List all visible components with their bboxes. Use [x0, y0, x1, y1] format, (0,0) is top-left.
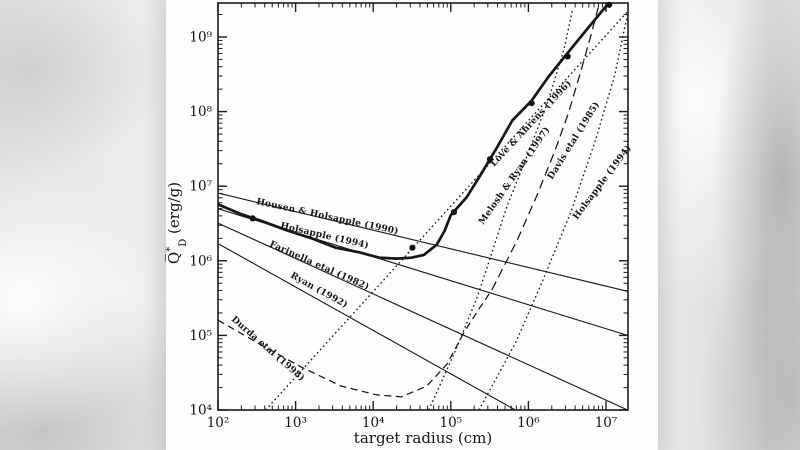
y-tick-label: 10⁷ — [189, 179, 212, 195]
curve-main-thick-curve — [218, 3, 611, 260]
scatter-point — [606, 1, 613, 8]
curve-housen-holsapple-1990 — [218, 192, 628, 292]
x-tick-label: 10⁴ — [362, 415, 385, 431]
scatter-point — [528, 100, 535, 107]
x-tick-label: 10⁵ — [440, 415, 463, 431]
curve-farinella-1982 — [218, 222, 628, 410]
x-tick-label: 10⁷ — [595, 415, 618, 431]
tick-labels: 10² 10³ 10⁴ 10⁵ 10⁶ 10⁷ 10⁴ 10⁵ 10⁶ 10⁷ 10⁸ 10⁹ — [189, 30, 617, 432]
figure-page — [166, 0, 658, 450]
curve-davis-1985 — [428, 9, 574, 410]
scatter-point — [564, 53, 571, 60]
data-points — [249, 1, 613, 251]
x-axis-title: target radius (cm) — [354, 429, 492, 447]
x-tick-label: 10² — [207, 415, 230, 431]
curve-label-durda-1998: Durda etal (1998) — [229, 314, 307, 384]
curve-durda-1998 — [218, 289, 493, 398]
x-tick-label: 10⁶ — [517, 415, 540, 431]
curve-melosh-ryan-1997 — [491, 7, 599, 290]
y-axis-title: Q̅*D (erg/g) — [164, 182, 189, 264]
curves — [218, 3, 628, 410]
scatter-point — [409, 244, 416, 251]
curve-labels: Housen & Holsapple (1990)Holsapple (1994… — [229, 78, 634, 383]
axis-ticks — [217, 3, 628, 411]
curve-ryan-1992 — [218, 243, 516, 410]
y-tick-label: 10⁸ — [189, 104, 212, 120]
y-tick-label: 10⁶ — [189, 253, 212, 269]
y-tick-label: 10⁴ — [189, 403, 212, 419]
scatter-point — [450, 209, 458, 216]
curve-label-davis-1985: Davis etal (1985) — [545, 100, 602, 182]
y-tick-label: 10⁵ — [189, 328, 212, 344]
y-tick-label: 10⁹ — [189, 30, 212, 46]
plot-frame — [217, 2, 629, 411]
curve-label-holsapple-1994-gravity: Holsapple (1994) — [571, 143, 634, 222]
scatter-point — [486, 156, 494, 163]
x-tick-label: 10³ — [284, 415, 307, 431]
scatter-point — [249, 215, 256, 222]
